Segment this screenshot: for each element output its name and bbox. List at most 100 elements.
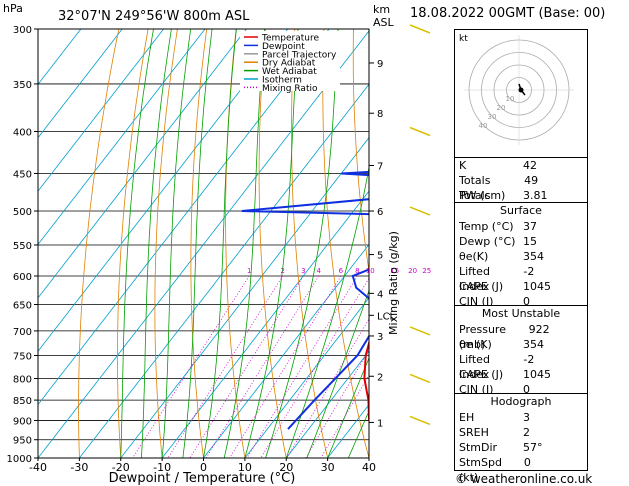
height-tick-label: 3 <box>377 332 383 343</box>
km-label: km <box>373 3 390 16</box>
row-key: StmSpd (kt) <box>459 456 502 484</box>
wind-barb <box>409 126 431 137</box>
row-value: 3.81 <box>523 189 548 202</box>
panel-row: SREH 2 <box>455 425 587 440</box>
wet-adiabat-line <box>244 29 299 458</box>
pressure-tick-label: 500 <box>13 207 32 218</box>
height-tick-label: LCL <box>377 311 396 322</box>
row-key: Pressure (mb) <box>459 323 506 351</box>
mixing-ratio-label: 3 <box>301 267 305 275</box>
panel-row: Temp (°C) 37 <box>455 219 587 234</box>
x-tick-label: 20 <box>279 461 293 474</box>
mixing-ratio-label: 2 <box>280 267 284 275</box>
height-tick-label: 9 <box>377 59 383 70</box>
height-tick-label: 1 <box>377 418 383 429</box>
isotherm-line <box>285 350 369 458</box>
pressure-tick-label: 750 <box>13 351 32 362</box>
x-tick-label: 0 <box>200 461 207 474</box>
panel-row: PW (cm) 3.81 <box>455 188 587 203</box>
row-key: Totals Totals <box>459 174 491 202</box>
wind-barb <box>409 373 431 384</box>
row-key: PW (cm) <box>459 189 506 202</box>
dry-adiabat-line <box>78 29 120 458</box>
row-key: Dewp (°C) <box>459 235 516 248</box>
legend-entry: Dewpoint <box>262 42 305 52</box>
pressure-tick-label: 550 <box>13 241 32 252</box>
pressure-tick-label: 450 <box>13 169 32 180</box>
isotherm-line <box>38 29 330 406</box>
hodograph-ring-label: 40 <box>479 122 488 130</box>
mixing-ratio-label: 6 <box>339 267 344 275</box>
most-unstable-panel: Most Unstable Pressure (mb) 922 θe (K) 354 L… <box>454 305 588 398</box>
legend-entry: Temperature <box>261 34 319 44</box>
pressure-tick-label: 800 <box>13 374 32 385</box>
hodograph-panel: Hodograph EH 3 SREH 2 StmDir 57° StmSpd (kt) 0 <box>454 393 588 484</box>
mixing-ratio-line <box>286 318 369 458</box>
mixing-ratio-label: 8 <box>355 267 359 275</box>
height-tick-label: 2 <box>377 372 383 383</box>
dry-adiabat-line <box>352 29 369 275</box>
row-value: -2 <box>523 265 535 278</box>
row-key: EH <box>459 411 475 424</box>
row-value: 49 <box>524 174 539 187</box>
x-tick-label: 10 <box>238 461 252 474</box>
dry-adiabat-line <box>117 29 149 458</box>
wet-adiabat-line <box>306 289 369 458</box>
isotherm-line <box>38 29 289 352</box>
asl-label: ASL <box>373 16 395 29</box>
wind-barb <box>409 206 431 216</box>
series-temperature <box>363 339 369 422</box>
panel-row: Lifted Index -2 <box>455 264 587 293</box>
x-tick-label: -10 <box>153 461 171 474</box>
mixing-ratio-line <box>189 275 304 458</box>
row-value: 3 <box>523 411 530 424</box>
legend-entry: Isotherm <box>262 76 302 86</box>
mixing-ratio-label: 1 <box>247 267 251 275</box>
legend-entry: Parcel Trajectory <box>262 50 337 60</box>
dry-adiabat-line <box>190 29 208 458</box>
hodograph-ring-label: 30 <box>488 113 497 121</box>
row-key: CAPE (J) <box>459 280 504 293</box>
wet-adiabat-line <box>265 29 339 458</box>
row-key: Temp (°C) <box>459 220 514 233</box>
row-key: CIN (J) <box>459 295 494 308</box>
isotherm-line <box>327 404 369 458</box>
wind-barb <box>409 24 431 34</box>
height-tick-label: 6 <box>377 207 383 218</box>
hodograph-kt-label: kt <box>459 34 468 44</box>
pressure-tick-label: 950 <box>13 436 32 447</box>
x-tick-label: -30 <box>70 461 88 474</box>
row-key: θe(K) <box>459 250 489 263</box>
row-value: 0 <box>523 295 530 308</box>
row-value: 37 <box>523 220 537 233</box>
panel-row: StmDir 57° <box>455 440 587 455</box>
dry-adiabat-line <box>154 29 178 458</box>
wet-adiabat-line <box>347 410 369 458</box>
isotherm-line <box>38 29 206 246</box>
row-value: 15 <box>523 235 537 248</box>
hodograph-ring-label: 10 <box>506 95 515 103</box>
mixing-ratio-line <box>229 275 342 458</box>
dry-adiabat-line <box>588 29 629 458</box>
row-value: 57° <box>523 441 543 454</box>
pressure-tick-label: 900 <box>13 416 32 427</box>
row-value: 0 <box>523 383 530 396</box>
x-tick-label: -40 <box>29 461 47 474</box>
legend-box <box>240 31 340 91</box>
pressure-tick-label: 850 <box>13 396 32 407</box>
mixing-ratio-line <box>167 275 284 458</box>
mixing-ratio-label: 25 <box>422 267 431 275</box>
pressure-tick-label: 350 <box>13 80 32 91</box>
height-tick-label: 5 <box>377 251 383 262</box>
pressure-tick-label: 700 <box>13 327 32 338</box>
row-key: StmDir <box>459 441 498 454</box>
row-value: 42 <box>523 159 537 172</box>
panel-row: EH 3 <box>455 410 587 425</box>
panel-row: K 42 <box>455 158 587 173</box>
credit: © weatheronline.co.uk <box>455 472 593 486</box>
isotherm-line <box>120 137 369 458</box>
pressure-tick-label: 600 <box>13 272 32 283</box>
hpa-label: hPa <box>3 2 23 15</box>
panel-row: θe(K) 354 <box>455 249 587 264</box>
panel-row: CIN (J) 0 <box>455 294 587 309</box>
